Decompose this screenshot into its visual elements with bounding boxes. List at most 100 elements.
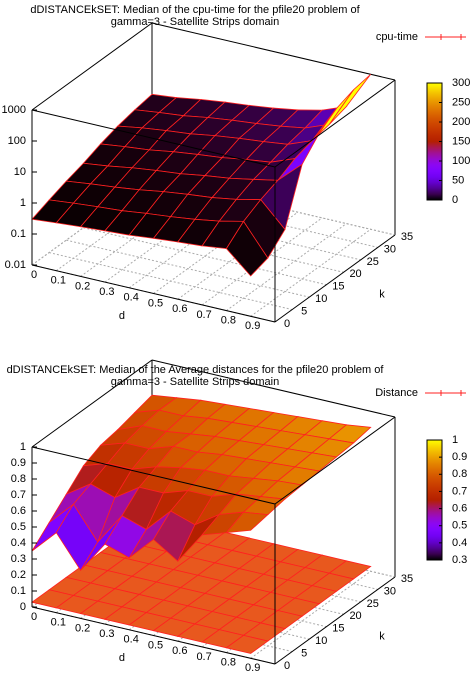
box-edge (151, 22, 396, 81)
colorbar-tick-label: 0.3 (452, 554, 467, 566)
y-tick-label: 30 (384, 243, 396, 255)
y-tick-label: 25 (367, 598, 379, 610)
chart-title: dDISTANCEkSET: Median of the cpu-time fo… (30, 4, 360, 16)
z-tick-label: 0.9 (11, 457, 26, 469)
surface-cell (328, 74, 372, 125)
box-edge (31, 109, 276, 168)
legend-label: cpu-time (376, 31, 418, 43)
x-tick-label: 0.7 (196, 309, 211, 321)
x-tick-label: 0 (31, 611, 37, 623)
box-edge (151, 359, 396, 418)
y-tick-label: 10 (315, 293, 327, 305)
colorbar-tick-label: 150 (452, 135, 470, 147)
grid-line (49, 252, 293, 311)
z-tick-label: 0.1 (11, 585, 26, 597)
y-tick-label: 35 (401, 573, 413, 585)
y-axis (274, 576, 396, 665)
grid-line (56, 183, 177, 272)
grid-line (104, 194, 226, 283)
y-tick-label: 5 (301, 647, 307, 659)
y-tick-label: 35 (401, 231, 413, 243)
colorbar-tick-label: 1 (452, 434, 458, 446)
z-tick-label: 10 (14, 166, 26, 178)
x-tick-label: 0.4 (124, 634, 139, 646)
x-tick-label: 0.8 (221, 657, 236, 669)
z-tick-label: 0 (20, 601, 26, 613)
y-axis-label: k (379, 631, 385, 643)
x-tick-label: 0.1 (51, 617, 66, 629)
colorbar-tick-label: 0.5 (452, 520, 467, 532)
grid-line (250, 570, 371, 659)
y-tick-label: 30 (384, 585, 396, 597)
colorbar-tick-label: 200 (452, 116, 470, 128)
legend-marker (438, 390, 464, 396)
x-tick-label: 0.6 (172, 303, 187, 315)
colorbar-tick-label: 0.4 (452, 537, 467, 549)
colorbar-tick-label: 300 (452, 77, 470, 89)
x-tick-label: 0.8 (221, 315, 236, 327)
chart-title: gamma=3 - Satellite Strips domain (111, 16, 279, 28)
x-tick-label: 0.2 (75, 280, 90, 292)
grid-line (153, 206, 274, 294)
grid-line (250, 228, 371, 317)
colorbar-tick-label: 0.9 (452, 451, 467, 463)
colorbar-tick-label: 0.7 (452, 485, 467, 497)
grid-line (31, 177, 153, 266)
y-tick-label: 5 (301, 305, 307, 317)
colorbar-tick-label: 250 (452, 96, 470, 108)
surface-cell (225, 220, 269, 277)
z-tick-label: 0.8 (11, 473, 26, 485)
box-edge (31, 22, 153, 111)
grid-line (226, 223, 347, 312)
x-tick-label: 0.4 (124, 292, 139, 304)
y-tick-label: 15 (332, 623, 344, 635)
surface-cell (225, 634, 269, 654)
z-tick-label: 0.2 (11, 569, 26, 581)
grid-line (80, 188, 201, 277)
colorbar-tick-label: 0.8 (452, 468, 467, 480)
y-tick-label: 20 (349, 610, 361, 622)
legend-label: Distance (375, 387, 418, 399)
y-axis-label: k (379, 289, 385, 301)
y-tick-label: 25 (367, 256, 379, 268)
grid-line (128, 200, 250, 289)
chart-title: gamma=3 - Satellite Strips domain (111, 376, 279, 388)
grid-line (201, 217, 323, 306)
x-axis-label: d (119, 652, 125, 664)
z-tick-label: 1 (20, 441, 26, 453)
colorbar-tick-label: 0.6 (452, 502, 467, 514)
x-tick-label: 0.7 (196, 651, 211, 663)
colorbar-tick-label: 50 (452, 174, 464, 186)
x-tick-label: 0.1 (51, 275, 66, 287)
z-tick-label: 0.5 (11, 521, 26, 533)
surface-cell (225, 511, 269, 534)
z-tick-label: 0.7 (11, 489, 26, 501)
z-tick-label: 0.6 (11, 505, 26, 517)
x-tick-label: 0.2 (75, 622, 90, 634)
legend-marker (438, 34, 464, 40)
y-tick-label: 0 (284, 318, 290, 330)
grid-line (177, 211, 299, 300)
y-axis (274, 234, 396, 323)
z-tick-label: 0.3 (11, 553, 26, 565)
z-tick-label: 0.01 (5, 259, 26, 271)
x-axis-label: d (119, 310, 125, 322)
grid-line (83, 227, 327, 286)
box-edge (274, 416, 396, 505)
x-axis (31, 264, 276, 323)
z-tick-label: 1000 (2, 104, 26, 116)
x-tick-label: 0.5 (148, 297, 163, 309)
x-tick-label: 0.5 (148, 639, 163, 651)
x-tick-label: 0.9 (245, 320, 260, 332)
z-tick-label: 1 (20, 197, 26, 209)
z-tick-label: 100 (8, 135, 26, 147)
colorbar-tick-label: 100 (452, 155, 470, 167)
colorbar (426, 439, 443, 561)
y-tick-label: 20 (349, 268, 361, 280)
y-tick-label: 10 (315, 635, 327, 647)
y-tick-label: 15 (332, 281, 344, 293)
x-axis (31, 606, 276, 665)
box-edge (274, 79, 396, 168)
colorbar-tick-label: 0 (452, 194, 458, 206)
